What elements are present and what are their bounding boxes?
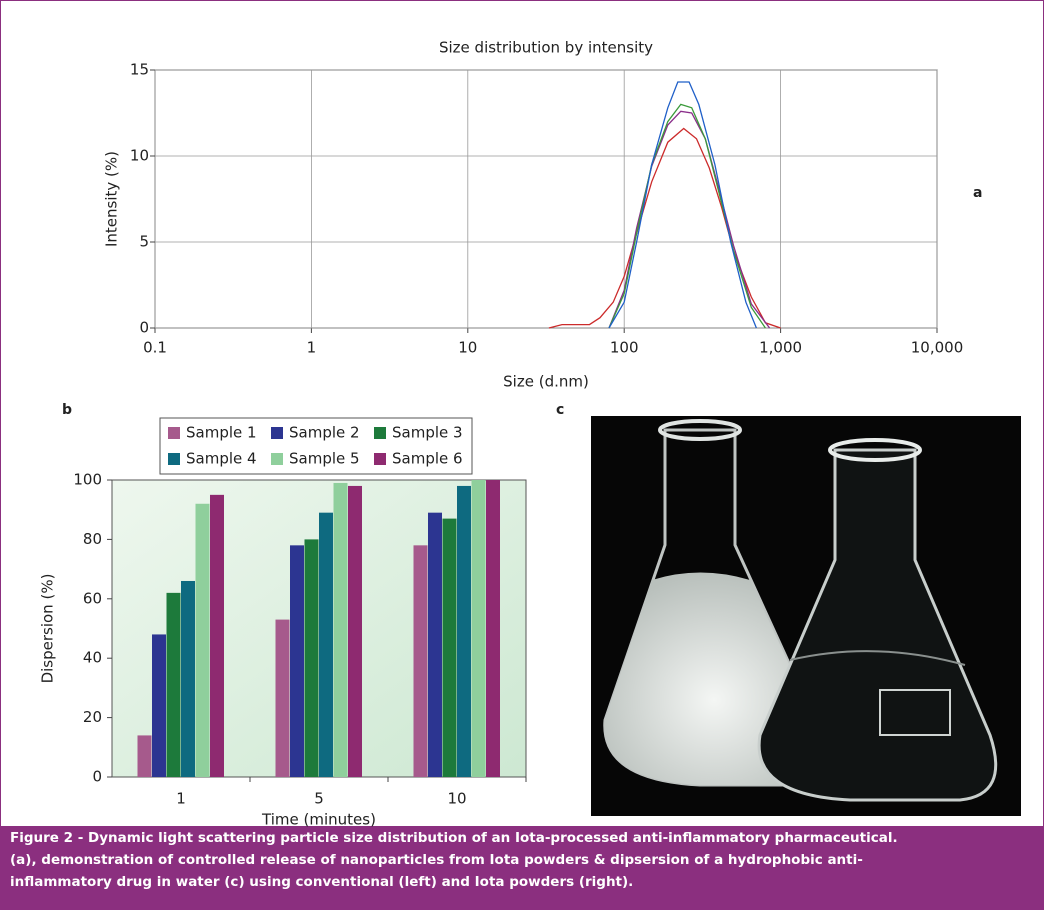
y-tick-label: 15: [130, 61, 149, 79]
x-tick-label: 5: [314, 790, 324, 808]
chart-title: Size distribution by intensity: [439, 39, 653, 57]
bar: [152, 634, 166, 777]
caption-line: (a), demonstration of controlled release…: [10, 852, 863, 868]
bar: [334, 483, 348, 777]
x-axis-label: Time (minutes): [261, 811, 376, 829]
bar: [443, 519, 457, 777]
bar: [319, 513, 333, 777]
x-tick-label: 1,000: [759, 339, 802, 357]
x-tick-label: 100: [610, 339, 639, 357]
bar: [305, 539, 319, 777]
y-tick-label: 40: [83, 649, 102, 667]
legend-swatch: [374, 453, 386, 465]
panel-label: a: [973, 185, 982, 201]
bar: [472, 480, 486, 777]
plot-area: [155, 70, 937, 328]
x-tick-label: 10: [447, 790, 466, 808]
caption-line: inflammatory drug in water (c) using con…: [10, 874, 633, 890]
figure-canvas: a b c Figure 2 - Dynamic light scatterin…: [0, 0, 1044, 910]
panel-label: b: [62, 402, 72, 418]
panel-label: c: [556, 402, 564, 418]
legend-label: Sample 6: [392, 450, 463, 468]
legend-swatch: [168, 427, 180, 439]
x-tick-label: 1: [307, 339, 317, 357]
y-tick-label: 0: [92, 768, 102, 786]
x-tick-label: 10,000: [911, 339, 964, 357]
y-tick-label: 5: [139, 233, 149, 251]
bar: [486, 480, 500, 777]
x-axis-label: Size (d.nm): [503, 373, 589, 391]
x-tick-label: 0.1: [143, 339, 167, 357]
legend-swatch: [271, 453, 283, 465]
y-tick-label: 20: [83, 708, 102, 726]
bar: [276, 620, 290, 777]
y-tick-label: 80: [83, 530, 102, 548]
caption-line: Figure 2 - Dynamic light scattering part…: [10, 830, 898, 846]
bar: [457, 486, 471, 777]
bar: [196, 504, 210, 777]
legend-label: Sample 2: [289, 424, 360, 442]
bar: [348, 486, 362, 777]
legend-swatch: [271, 427, 283, 439]
bar: [167, 593, 181, 777]
legend-label: Sample 1: [186, 424, 257, 442]
bar: [290, 545, 304, 777]
bar: [210, 495, 224, 777]
y-axis-label: Intensity (%): [103, 151, 121, 247]
y-tick-label: 60: [83, 589, 102, 607]
bar: [181, 581, 195, 777]
y-tick-label: 0: [139, 319, 149, 337]
bar: [414, 545, 428, 777]
bar: [428, 513, 442, 777]
legend-label: Sample 4: [186, 450, 257, 468]
y-tick-label: 100: [73, 471, 102, 489]
x-tick-label: 10: [458, 339, 477, 357]
y-tick-label: 10: [130, 147, 149, 165]
legend-label: Sample 3: [392, 424, 463, 442]
y-axis-label: Dispersion (%): [39, 574, 57, 684]
legend-swatch: [374, 427, 386, 439]
legend-swatch: [168, 453, 180, 465]
x-tick-label: 1: [176, 790, 186, 808]
legend-label: Sample 5: [289, 450, 360, 468]
bar: [138, 735, 152, 777]
photo: [591, 416, 1021, 816]
figure: a b c Figure 2 - Dynamic light scatterin…: [0, 0, 1044, 910]
